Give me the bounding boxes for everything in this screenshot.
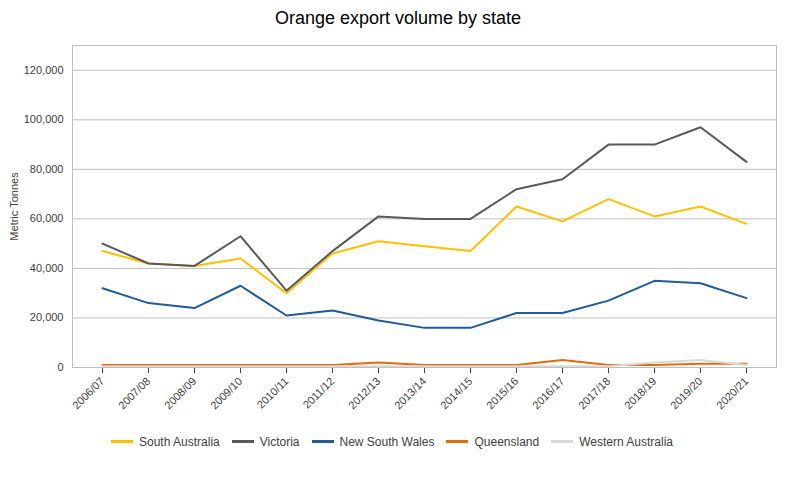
svg-text:2013/14: 2013/14 <box>392 375 429 412</box>
svg-text:40,000: 40,000 <box>30 262 64 274</box>
svg-text:2010/11: 2010/11 <box>254 375 290 411</box>
svg-text:120,000: 120,000 <box>24 64 64 76</box>
svg-text:2009/10: 2009/10 <box>208 375 245 412</box>
svg-text:2014/15: 2014/15 <box>438 375 475 412</box>
svg-text:2016/17: 2016/17 <box>530 375 567 412</box>
svg-text:20,000: 20,000 <box>30 311 64 323</box>
svg-text:2011/12: 2011/12 <box>300 375 336 411</box>
html-text:Queensland: Queensland <box>474 434 540 449</box>
html-text:South Australia: South Australia <box>139 434 220 449</box>
html-text:New South Wales: New South Wales <box>339 434 435 449</box>
svg-text:0: 0 <box>57 361 63 373</box>
html-text:Victoria: Victoria <box>259 434 300 449</box>
svg-text:2020/21: 2020/21 <box>714 375 751 412</box>
svg-text:2008/09: 2008/09 <box>162 375 199 412</box>
svg-text:2007/08: 2007/08 <box>116 375 153 412</box>
svg-text:2012/13: 2012/13 <box>346 375 383 412</box>
svg-text:2006/07: 2006/07 <box>70 375 107 412</box>
html-text:Orange export volume by state: Orange export volume by state <box>274 8 522 28</box>
svg-text:100,000: 100,000 <box>24 113 64 125</box>
svg-text:Metric Tonnes: Metric Tonnes <box>8 172 20 241</box>
svg-text:80,000: 80,000 <box>30 163 64 175</box>
svg-text:60,000: 60,000 <box>30 212 64 224</box>
svg-text:2018/19: 2018/19 <box>622 375 659 412</box>
svg-text:2015/16: 2015/16 <box>484 375 521 412</box>
svg-text:2017/18: 2017/18 <box>576 375 613 412</box>
svg-text:2019/20: 2019/20 <box>668 375 705 412</box>
html-text:Western Australia: Western Australia <box>579 434 673 449</box>
